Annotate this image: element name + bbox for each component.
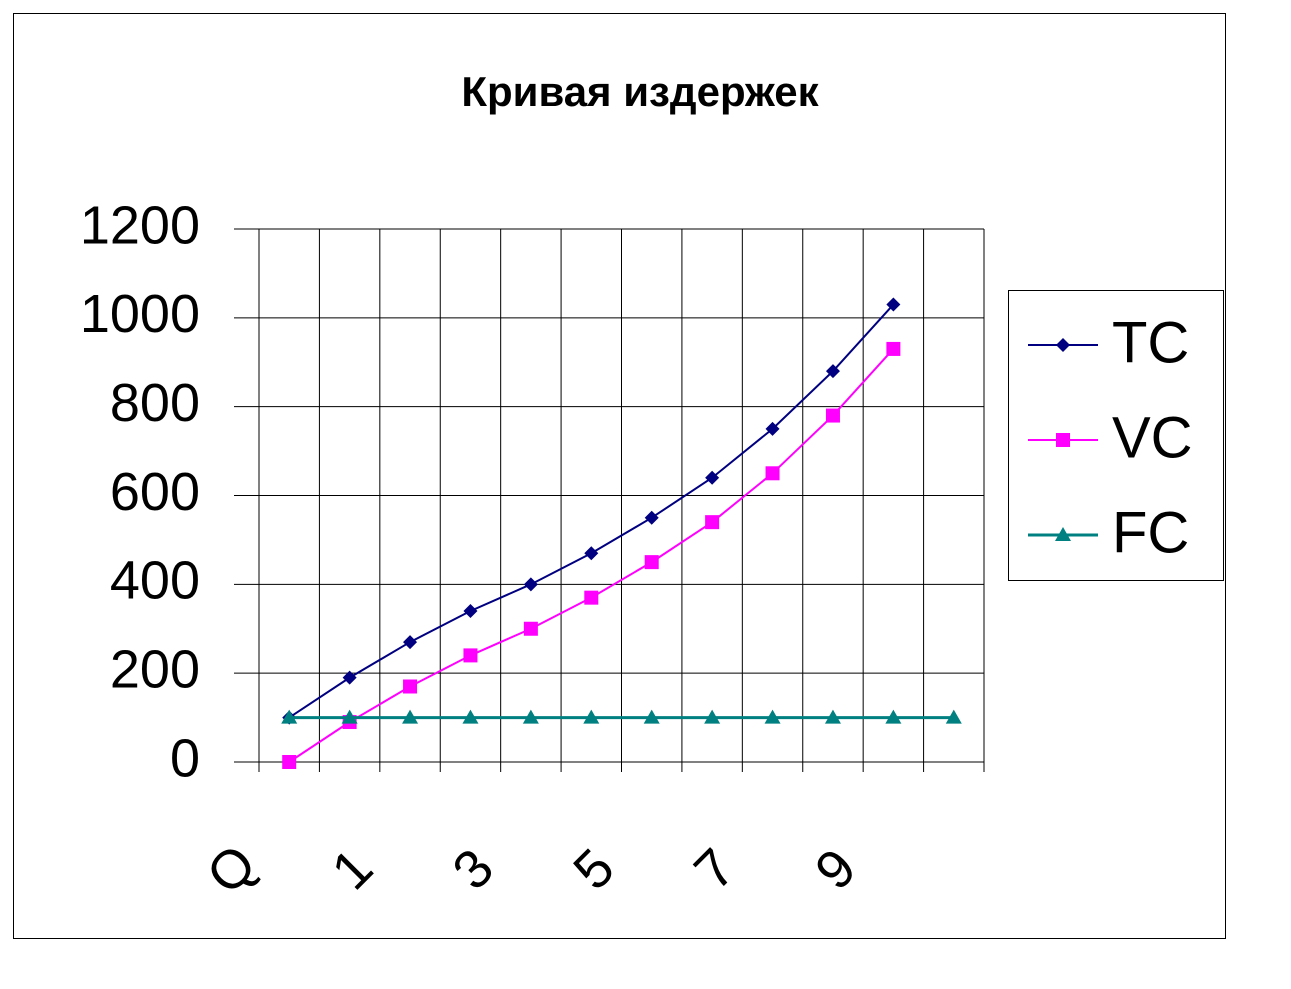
legend-label: VC xyxy=(1112,405,1193,470)
legend-label: FC xyxy=(1112,500,1189,565)
y-tick-label: 400 xyxy=(110,551,200,611)
data-point xyxy=(523,577,538,592)
data-point xyxy=(403,679,418,694)
data-point xyxy=(764,709,781,724)
data-point xyxy=(402,709,419,724)
data-point xyxy=(341,709,358,724)
legend-label: TC xyxy=(1112,310,1189,375)
data-point xyxy=(704,709,721,724)
data-point xyxy=(886,297,901,312)
legend-marker xyxy=(1056,338,1070,352)
data-point xyxy=(584,546,599,561)
data-point xyxy=(765,421,780,436)
data-point xyxy=(282,755,297,769)
data-point xyxy=(584,590,599,605)
data-point xyxy=(705,470,720,485)
y-tick-label: 1000 xyxy=(80,284,200,344)
data-point xyxy=(885,709,902,724)
data-point xyxy=(463,648,478,663)
data-point xyxy=(945,709,962,724)
data-point xyxy=(644,510,659,525)
legend-marker xyxy=(1055,527,1071,541)
legend-box xyxy=(1008,290,1224,581)
data-point xyxy=(583,709,600,724)
y-tick-label: 800 xyxy=(110,373,200,433)
y-tick-label: 1200 xyxy=(80,195,200,255)
data-point xyxy=(462,709,479,724)
data-point xyxy=(705,515,720,530)
data-point xyxy=(523,621,538,636)
data-point xyxy=(644,555,659,570)
data-point xyxy=(522,709,539,724)
data-point xyxy=(765,466,780,481)
data-point xyxy=(643,709,660,724)
data-point xyxy=(824,709,841,724)
data-point xyxy=(403,635,418,650)
data-point xyxy=(281,709,298,724)
y-tick-label: 0 xyxy=(170,728,200,788)
data-point xyxy=(825,364,840,379)
chart-title: Кривая издержек xyxy=(461,68,819,115)
legend-marker xyxy=(1056,433,1070,447)
y-tick-label: 200 xyxy=(110,639,200,699)
y-tick-label: 600 xyxy=(110,462,200,522)
data-point xyxy=(463,603,478,618)
data-point xyxy=(825,408,840,423)
data-point xyxy=(886,341,901,356)
data-point xyxy=(342,670,357,685)
